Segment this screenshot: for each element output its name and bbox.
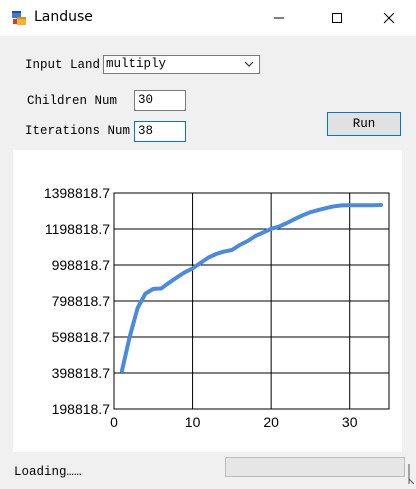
iterations-num-input[interactable]: 38 [134, 121, 186, 142]
x-tick-label: 20 [263, 414, 279, 430]
series-line [122, 205, 381, 371]
app-window-icon [11, 10, 27, 26]
x-tick-label: 0 [110, 414, 118, 430]
resize-grip-icon[interactable] [408, 464, 414, 484]
minimize-icon [273, 12, 285, 24]
children-num-input[interactable]: 30 [134, 90, 186, 111]
chart-panel: 198818.7 398818.7 598818.7 798818.7 998818.7… [13, 150, 402, 452]
y-tick-label: 198818.7 [52, 401, 111, 417]
title-bar: Landuse [0, 0, 416, 36]
y-tick-label: 398818.7 [52, 365, 111, 381]
iterations-num-label: Iterations Num [25, 124, 130, 138]
input-land-dropdown[interactable]: multiply [103, 55, 260, 74]
window-title: Landuse [34, 9, 93, 25]
maximize-button[interactable] [314, 0, 360, 36]
fitness-line-chart: 198818.7 398818.7 598818.7 798818.7 998818.7… [13, 150, 402, 452]
y-tick-label: 1198818.7 [45, 221, 110, 237]
run-button[interactable]: Run [327, 112, 401, 136]
x-tick-label: 30 [342, 414, 358, 430]
chevron-down-icon [244, 61, 254, 68]
input-land-value: multiply [106, 57, 166, 71]
client-area: Input Land multiply Children Num 30 Iter… [0, 36, 416, 489]
close-icon [383, 12, 395, 24]
y-tick-label: 1398818.7 [44, 185, 110, 201]
x-tick-label: 10 [185, 414, 201, 430]
progress-bar [225, 457, 405, 477]
y-tick-label: 998818.7 [52, 257, 111, 273]
status-text: Loading…… [14, 465, 82, 479]
maximize-icon [331, 12, 343, 24]
y-tick-label: 598818.7 [52, 329, 111, 345]
input-land-label: Input Land [25, 58, 100, 72]
y-tick-label: 798818.7 [52, 293, 111, 309]
close-button[interactable] [366, 0, 412, 36]
children-num-label: Children Num [27, 94, 117, 108]
minimize-button[interactable] [256, 0, 302, 36]
